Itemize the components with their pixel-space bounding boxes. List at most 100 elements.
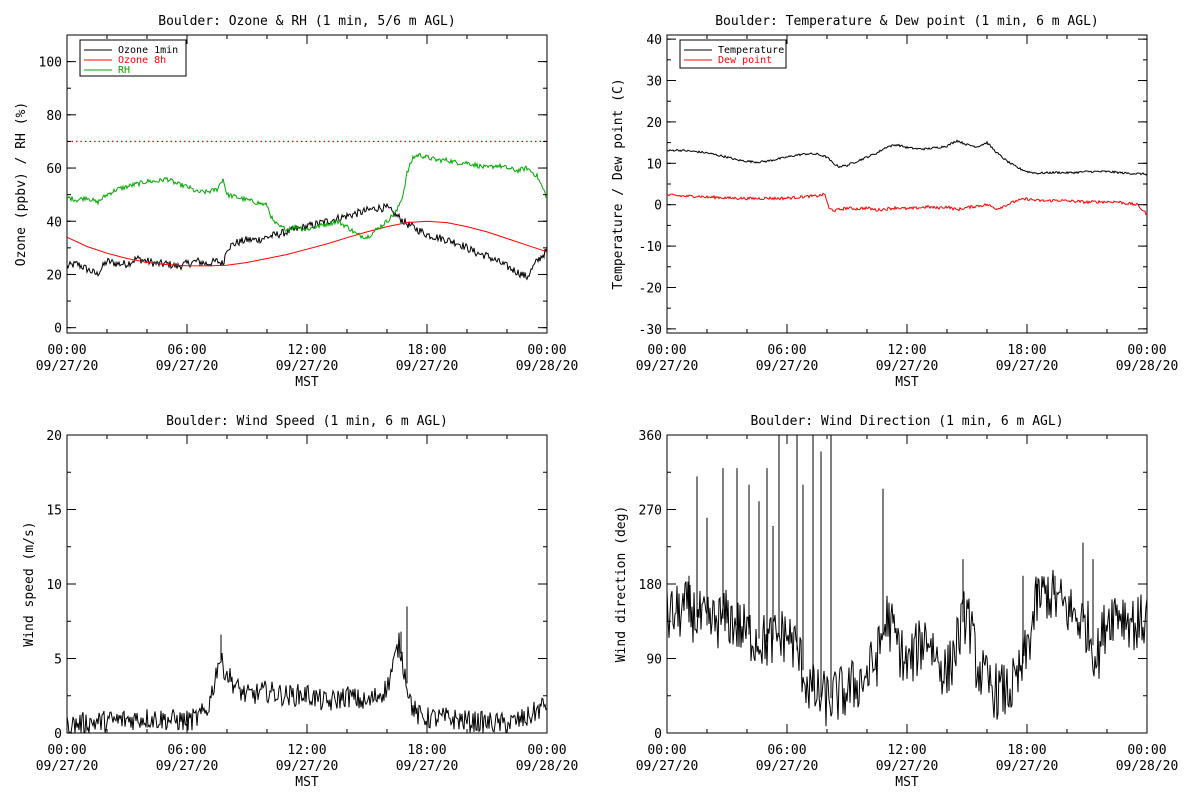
- temp-legend-dewpoint: Dew point: [718, 55, 772, 66]
- temp-title: Boulder: Temperature & Dew point (1 min,…: [715, 14, 1099, 29]
- ozone-legend-ozone-1min: Ozone 1min: [118, 45, 178, 56]
- temp-xtick-time-2: 12:00: [887, 343, 926, 358]
- temp-x-label: MST: [895, 375, 919, 390]
- temp-ytick-label-1: -20: [639, 281, 662, 296]
- winddir-xtick-date-3: 09/27/20: [996, 759, 1059, 774]
- ozone-legend-ozone-8h: Ozone 8h: [118, 55, 166, 66]
- winddir-ytick-label-4: 360: [639, 429, 662, 444]
- temp-panel: Boulder: Temperature & Dew point (1 min,…: [611, 14, 1178, 390]
- temp-xtick-date-0: 09/27/20: [636, 359, 699, 374]
- temp-series-0-line: [666, 139, 1148, 176]
- wind-y-label: Wind speed (m/s): [22, 521, 37, 646]
- winddir-panel: Boulder: Wind Direction (1 min, 6 m AGL)…: [614, 414, 1178, 790]
- ozone-xtick-time-1: 06:00: [167, 343, 206, 358]
- winddir-ytick-label-0: 0: [654, 727, 662, 742]
- temp-plot-area: -30-20-1001020304000:0009/27/2006:0009/2…: [636, 33, 1179, 374]
- temp-ytick-label-6: 30: [646, 75, 662, 90]
- wind-xtick-date-1: 09/27/20: [156, 759, 219, 774]
- ozone-ytick-label-1: 20: [46, 268, 62, 283]
- wind-ytick-label-0: 0: [54, 727, 62, 742]
- ozone-xtick-date-2: 09/27/20: [276, 359, 339, 374]
- ozone-series-2-line: [66, 152, 548, 240]
- winddir-xtick-time-4: 00:00: [1127, 743, 1166, 758]
- ozone-xtick-date-1: 09/27/20: [156, 359, 219, 374]
- ozone-title: Boulder: Ozone & RH (1 min, 5/6 m AGL): [158, 14, 455, 29]
- wind-ytick-label-1: 5: [54, 653, 62, 668]
- temp-xtick-time-1: 06:00: [767, 343, 806, 358]
- temp-xtick-time-4: 00:00: [1127, 343, 1166, 358]
- temp-plot-frame: [666, 34, 1148, 334]
- ozone-xtick-date-0: 09/27/20: [36, 359, 99, 374]
- wind-xtick-time-4: 00:00: [527, 743, 566, 758]
- winddir-title: Boulder: Wind Direction (1 min, 6 m AGL): [750, 414, 1063, 429]
- winddir-ytick-label-2: 180: [639, 578, 662, 593]
- wind-xtick-date-0: 09/27/20: [36, 759, 99, 774]
- wind-xtick-date-3: 09/27/20: [396, 759, 459, 774]
- wind-panel: Boulder: Wind Speed (1 min, 6 m AGL) Win…: [22, 414, 578, 790]
- wind-xtick-time-2: 12:00: [287, 743, 326, 758]
- ozone-ytick-label-3: 60: [46, 162, 62, 177]
- ozone-legend-rh: RH: [118, 65, 130, 76]
- temp-xtick-date-1: 09/27/20: [756, 359, 819, 374]
- wind-xtick-time-1: 06:00: [167, 743, 206, 758]
- winddir-xtick-date-4: 09/28/20: [1116, 759, 1179, 774]
- winddir-series-0-line: [666, 569, 1148, 727]
- temp-xtick-date-2: 09/27/20: [876, 359, 939, 374]
- temp-xtick-time-3: 18:00: [1007, 343, 1046, 358]
- ozone-x-label: MST: [295, 375, 319, 390]
- winddir-xtick-date-1: 09/27/20: [756, 759, 819, 774]
- temp-ytick-label-5: 20: [646, 116, 662, 131]
- temp-ytick-label-7: 40: [646, 33, 662, 48]
- ozone-xtick-date-4: 09/28/20: [516, 359, 579, 374]
- temp-ytick-label-0: -30: [639, 323, 662, 338]
- wind-ytick-label-3: 15: [46, 504, 62, 519]
- wind-plot-area: 0510152000:0009/27/2006:0009/27/2012:000…: [36, 429, 579, 774]
- winddir-xtick-time-2: 12:00: [887, 743, 926, 758]
- winddir-ytick-label-3: 270: [639, 504, 662, 519]
- winddir-xtick-date-2: 09/27/20: [876, 759, 939, 774]
- wind-series-0-line: [66, 632, 548, 734]
- temp-xtick-time-0: 00:00: [647, 343, 686, 358]
- winddir-xtick-time-3: 18:00: [1007, 743, 1046, 758]
- temp-ytick-label-2: -10: [639, 240, 662, 255]
- temp-y-label: Temperature / Dew point (C): [611, 78, 626, 289]
- wind-x-label: MST: [295, 775, 319, 790]
- ozone-plot-area: 02040608010000:0009/27/2006:0009/27/2012…: [36, 34, 579, 374]
- wind-ytick-label-4: 20: [46, 429, 62, 444]
- wind-xtick-date-2: 09/27/20: [276, 759, 339, 774]
- temp-legend: [679, 39, 787, 69]
- wind-xtick-time-0: 00:00: [47, 743, 86, 758]
- winddir-plot-area: 09018027036000:0009/27/2006:0009/27/2012…: [636, 429, 1179, 774]
- ozone-xtick-date-3: 09/27/20: [396, 359, 459, 374]
- temp-ytick-label-4: 10: [646, 157, 662, 172]
- winddir-xtick-time-0: 00:00: [647, 743, 686, 758]
- ozone-xtick-time-3: 18:00: [407, 343, 446, 358]
- ozone-y-label: Ozone (ppbv) / RH (%): [14, 102, 29, 266]
- wind-xtick-date-4: 09/28/20: [516, 759, 579, 774]
- ozone-xtick-time-2: 12:00: [287, 343, 326, 358]
- ozone-series-1-line: [66, 220, 548, 267]
- ozone-panel: Boulder: Ozone & RH (1 min, 5/6 m AGL) O…: [14, 14, 578, 390]
- wind-xtick-time-3: 18:00: [407, 743, 446, 758]
- winddir-x-label: MST: [895, 775, 919, 790]
- winddir-ytick-label-1: 90: [646, 653, 662, 668]
- ozone-ytick-label-0: 0: [54, 322, 62, 337]
- wind-ytick-label-2: 10: [46, 578, 62, 593]
- ozone-series-0-line: [66, 202, 548, 281]
- ozone-ytick-label-2: 40: [46, 215, 62, 230]
- ozone-xtick-time-4: 00:00: [527, 343, 566, 358]
- temp-xtick-date-4: 09/28/20: [1116, 359, 1179, 374]
- winddir-xtick-time-1: 06:00: [767, 743, 806, 758]
- ozone-ytick-label-4: 80: [46, 109, 62, 124]
- ozone-ytick-label-5: 100: [39, 56, 62, 71]
- wind-title: Boulder: Wind Speed (1 min, 6 m AGL): [166, 414, 448, 429]
- temp-ytick-label-3: 0: [654, 199, 662, 214]
- temp-series-1-line: [666, 192, 1148, 216]
- winddir-plot-frame: [666, 434, 1148, 734]
- temp-legend-temperature: Temperature: [718, 45, 784, 56]
- ozone-xtick-time-0: 00:00: [47, 343, 86, 358]
- temp-xtick-date-3: 09/27/20: [996, 359, 1059, 374]
- winddir-y-label: Wind direction (deg): [614, 506, 629, 663]
- winddir-xtick-date-0: 09/27/20: [636, 759, 699, 774]
